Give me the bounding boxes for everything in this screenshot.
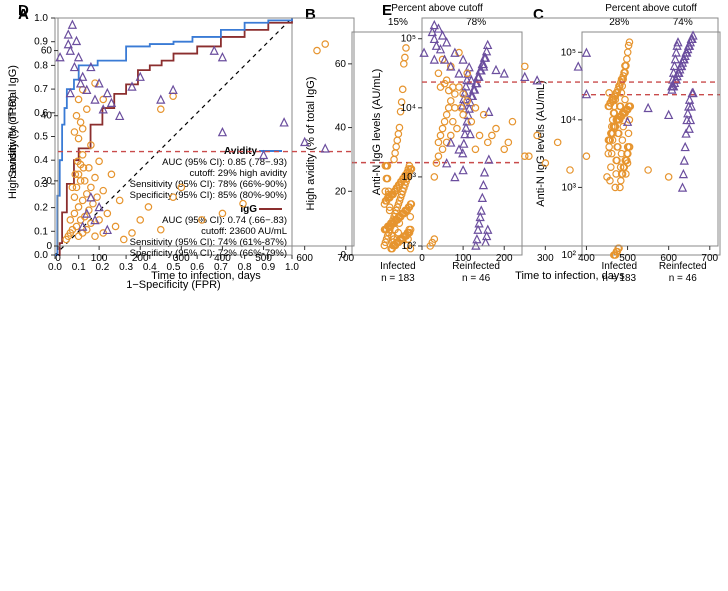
panel-e-svg: 0 100 200 300 400 500 600 700 10² 10³ 10⁴ 10⁵ Time t… bbox=[364, 0, 728, 291]
svg-text:500: 500 bbox=[255, 253, 272, 264]
svg-text:400: 400 bbox=[578, 253, 595, 264]
svg-text:400: 400 bbox=[214, 253, 231, 264]
svg-text:600: 600 bbox=[660, 253, 677, 264]
svg-text:0: 0 bbox=[419, 253, 425, 264]
svg-text:0: 0 bbox=[46, 241, 52, 252]
svg-text:10³: 10³ bbox=[402, 172, 417, 183]
svg-text:High avidity (% of total IgG): High avidity (% of total IgG) bbox=[7, 65, 19, 199]
svg-text:500: 500 bbox=[619, 253, 636, 264]
svg-text:60: 60 bbox=[41, 46, 53, 57]
panel-d-label: D bbox=[18, 2, 29, 19]
svg-text:200: 200 bbox=[496, 253, 513, 264]
svg-text:200: 200 bbox=[132, 253, 149, 264]
svg-text:700: 700 bbox=[701, 253, 718, 264]
svg-text:Time to infection, days: Time to infection, days bbox=[515, 270, 625, 282]
panel-e: E 0 100 200 300 400 500 600 700 10² 10³ 10⁴ 10⁵ Time… bbox=[364, 0, 728, 291]
figure-container: A 0.00.10.20.30.40.50.60.70.80.91.00.00.… bbox=[0, 0, 728, 591]
svg-text:100: 100 bbox=[455, 253, 472, 264]
svg-text:40: 40 bbox=[41, 111, 53, 122]
svg-text:20: 20 bbox=[41, 176, 53, 187]
svg-text:10⁵: 10⁵ bbox=[401, 34, 416, 45]
panel-e-label: E bbox=[382, 2, 392, 19]
svg-text:Anti-N IgG levels (AU/mL): Anti-N IgG levels (AU/mL) bbox=[371, 69, 383, 196]
svg-text:Time to infection, days: Time to infection, days bbox=[151, 270, 261, 282]
svg-text:100: 100 bbox=[91, 253, 108, 264]
panel-d: D 0 100 200 300 400 500 600 700 0 20 40 60 Time to i… bbox=[0, 0, 364, 291]
svg-text:600: 600 bbox=[296, 253, 313, 264]
panel-d-svg: 0 100 200 300 400 500 600 700 0 20 40 60 Time to inf… bbox=[0, 0, 364, 291]
svg-text:0: 0 bbox=[55, 253, 61, 264]
svg-text:300: 300 bbox=[173, 253, 190, 264]
svg-text:10²: 10² bbox=[402, 241, 417, 252]
svg-text:300: 300 bbox=[537, 253, 554, 264]
svg-text:700: 700 bbox=[337, 253, 354, 264]
svg-text:10⁴: 10⁴ bbox=[401, 103, 416, 114]
